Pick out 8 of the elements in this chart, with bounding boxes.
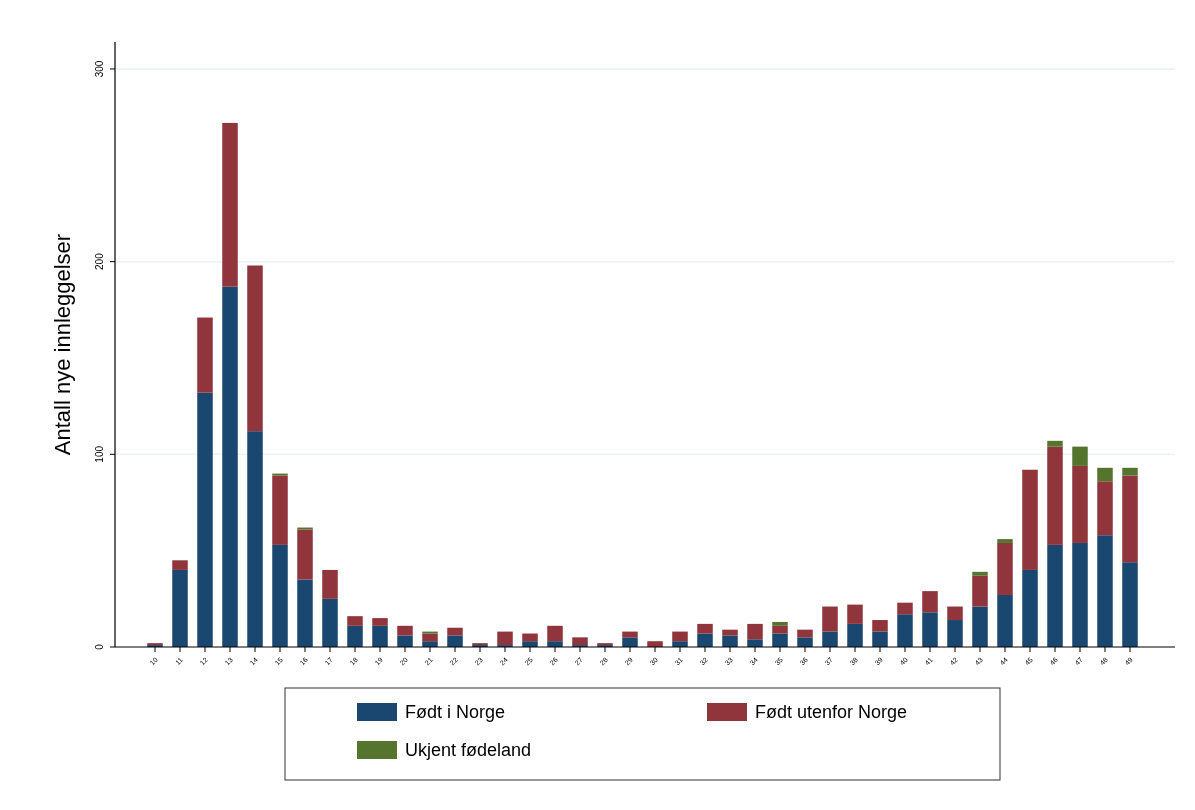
y-tick-label: 100	[94, 445, 105, 463]
y-tick-label: 200	[94, 252, 105, 270]
legend-label: Ukjent fødeland	[405, 740, 532, 760]
y-axis-title: Antall nye innleggelser	[50, 233, 75, 456]
legend-label: Født i Norge	[405, 702, 506, 722]
legend-label: Født utenfor Norge	[755, 702, 908, 722]
y-tick-label: 300	[94, 60, 105, 78]
y-tick-label: 0	[94, 643, 105, 650]
